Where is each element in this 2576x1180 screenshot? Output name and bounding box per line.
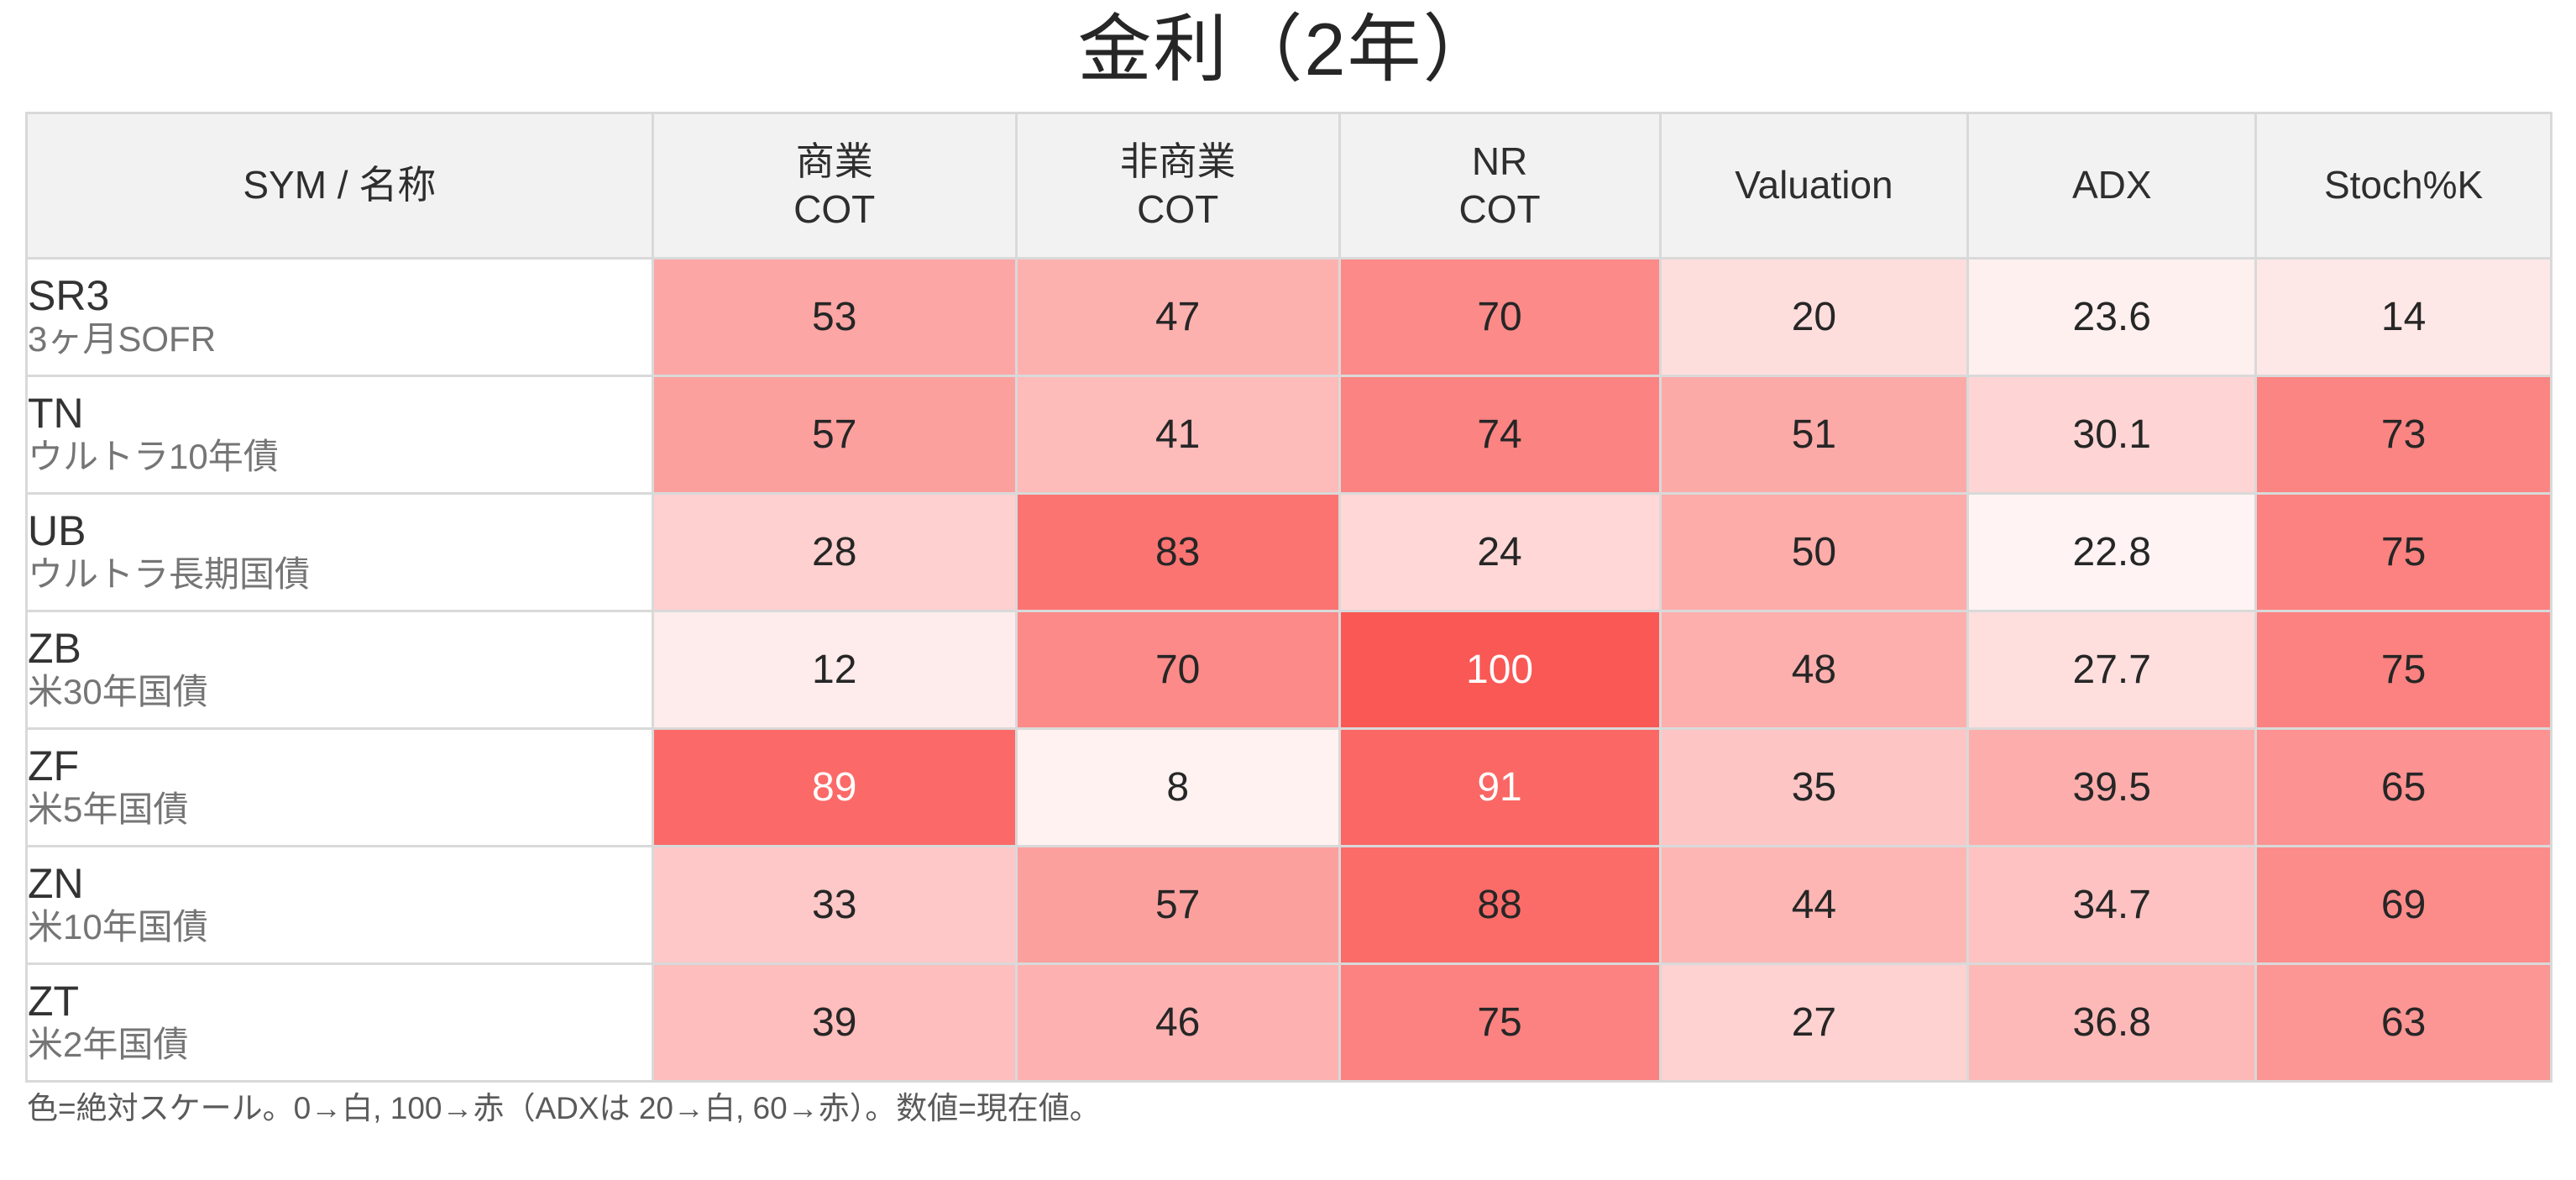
heat-cell-com-cot: 28	[651, 492, 1018, 612]
row-label-cell: ZN 米10年国債	[25, 845, 654, 965]
table-row: SR3 3ヶ月SOFR 53 47 70 20 23.6 14	[25, 257, 2552, 377]
column-header-stoch-k: Stoch%K	[2254, 112, 2552, 260]
heat-cell-adx: 30.1	[1966, 375, 2258, 495]
row-label-cell: TN ウルトラ10年債	[25, 375, 654, 495]
heat-cell-noncom-cot: 70	[1014, 610, 1341, 730]
row-label-cell: ZT 米2年国債	[25, 962, 654, 1083]
heat-cell-valuation: 20	[1658, 257, 1970, 377]
table-row: UB ウルトラ長期国債 28 83 24 50 22.8 75	[25, 492, 2552, 612]
heat-cell-com-cot: 39	[651, 962, 1018, 1083]
table-row: TN ウルトラ10年債 57 41 74 51 30.1 73	[25, 375, 2552, 495]
heat-cell-adx: 27.7	[1966, 610, 2258, 730]
heat-cell-nr-cot: 24	[1338, 492, 1662, 612]
instrument-name: ウルトラ10年債	[28, 436, 279, 476]
page-title: 金利（2年）	[1077, 8, 1499, 91]
symbol-text: UB	[28, 507, 86, 555]
symbol-text: SR3	[28, 272, 110, 320]
column-header-com-cot: 商業 COT	[651, 112, 1018, 260]
column-header-adx: ADX	[1966, 112, 2258, 260]
instrument-name: 3ヶ月SOFR	[28, 318, 217, 359]
symbol-text: ZT	[28, 978, 80, 1025]
heat-cell-noncom-cot: 8	[1014, 727, 1341, 847]
heat-cell-stoch-k: 65	[2254, 727, 2552, 847]
heat-cell-adx: 22.8	[1966, 492, 2258, 612]
heat-cell-valuation: 51	[1658, 375, 1970, 495]
heat-cell-noncom-cot: 57	[1014, 845, 1341, 965]
table-row: ZB 米30年国債 12 70 100 48 27.7 75	[25, 610, 2552, 730]
heat-cell-noncom-cot: 83	[1014, 492, 1341, 612]
instrument-name: 米2年国債	[28, 1024, 189, 1064]
heat-cell-adx: 39.5	[1966, 727, 2258, 847]
heat-cell-com-cot: 53	[651, 257, 1018, 377]
instrument-name: 米5年国債	[28, 789, 189, 829]
heat-cell-noncom-cot: 47	[1014, 257, 1341, 377]
heat-cell-stoch-k: 69	[2254, 845, 2552, 965]
heat-cell-com-cot: 12	[651, 610, 1018, 730]
symbol-text: ZB	[28, 625, 81, 673]
table-row: ZF 米5年国債 89 8 91 35 39.5 65	[25, 727, 2552, 847]
heat-cell-stoch-k: 75	[2254, 492, 2552, 612]
heat-cell-noncom-cot: 41	[1014, 375, 1341, 495]
header-row: SYM / 名称 商業 COT 非商業 COT NR COT Valuation ADX Stoc…	[25, 112, 2552, 260]
heat-cell-stoch-k: 75	[2254, 610, 2552, 730]
symbol-text: ZF	[28, 742, 80, 790]
table-body: SR3 3ヶ月SOFR 53 47 70 20 23.6 14 TN ウルトラ10年債 57 41 74…	[25, 257, 2552, 1083]
table-row: ZN 米10年国債 33 57 88 44 34.7 69	[25, 845, 2552, 965]
column-header-noncom-cot: 非商業 COT	[1014, 112, 1341, 260]
heat-cell-adx: 36.8	[1966, 962, 2258, 1083]
table-row: ZT 米2年国債 39 46 75 27 36.8 63	[25, 962, 2552, 1083]
heat-cell-valuation: 27	[1658, 962, 1970, 1083]
table-header: SYM / 名称 商業 COT 非商業 COT NR COT Valuation ADX Stoc…	[25, 112, 2552, 260]
column-header-nr-cot: NR COT	[1338, 112, 1662, 260]
instrument-name: 米30年国債	[28, 671, 208, 711]
heat-cell-nr-cot: 70	[1338, 257, 1662, 377]
heat-cell-com-cot: 33	[651, 845, 1018, 965]
footnote: 色=絶対スケール。0→白, 100→赤（ADXは 20→白, 60→赤）。数値=…	[27, 1091, 1101, 1125]
heat-cell-nr-cot: 91	[1338, 727, 1662, 847]
heat-cell-stoch-k: 14	[2254, 257, 2552, 377]
instrument-name: ウルトラ長期国債	[28, 553, 311, 594]
heat-cell-stoch-k: 73	[2254, 375, 2552, 495]
heat-cell-valuation: 50	[1658, 492, 1970, 612]
heat-cell-nr-cot: 74	[1338, 375, 1662, 495]
column-header-valuation: Valuation	[1658, 112, 1970, 260]
heat-cell-nr-cot: 75	[1338, 962, 1662, 1083]
heat-cell-adx: 23.6	[1966, 257, 2258, 377]
heat-cell-nr-cot: 100	[1338, 610, 1662, 730]
heat-cell-valuation: 35	[1658, 727, 1970, 847]
heat-cell-stoch-k: 63	[2254, 962, 2552, 1083]
heat-cell-com-cot: 57	[651, 375, 1018, 495]
row-label-cell: ZF 米5年国債	[25, 727, 654, 847]
heat-cell-valuation: 48	[1658, 610, 1970, 730]
heat-cell-com-cot: 89	[651, 727, 1018, 847]
heat-cell-noncom-cot: 46	[1014, 962, 1341, 1083]
row-label-cell: SR3 3ヶ月SOFR	[25, 257, 654, 377]
heat-cell-nr-cot: 88	[1338, 845, 1662, 965]
symbol-text: TN	[28, 390, 84, 438]
symbol-text: ZN	[28, 860, 84, 908]
column-header-sym-name: SYM / 名称	[25, 112, 654, 260]
row-label-cell: ZB 米30年国債	[25, 610, 654, 730]
row-label-cell: UB ウルトラ長期国債	[25, 492, 654, 612]
instrument-name: 米10年国債	[28, 906, 208, 947]
heat-cell-adx: 34.7	[1966, 845, 2258, 965]
heat-cell-valuation: 44	[1658, 845, 1970, 965]
heatmap-table: SYM / 名称 商業 COT 非商業 COT NR COT Valuation ADX Stoc…	[25, 112, 2552, 1083]
